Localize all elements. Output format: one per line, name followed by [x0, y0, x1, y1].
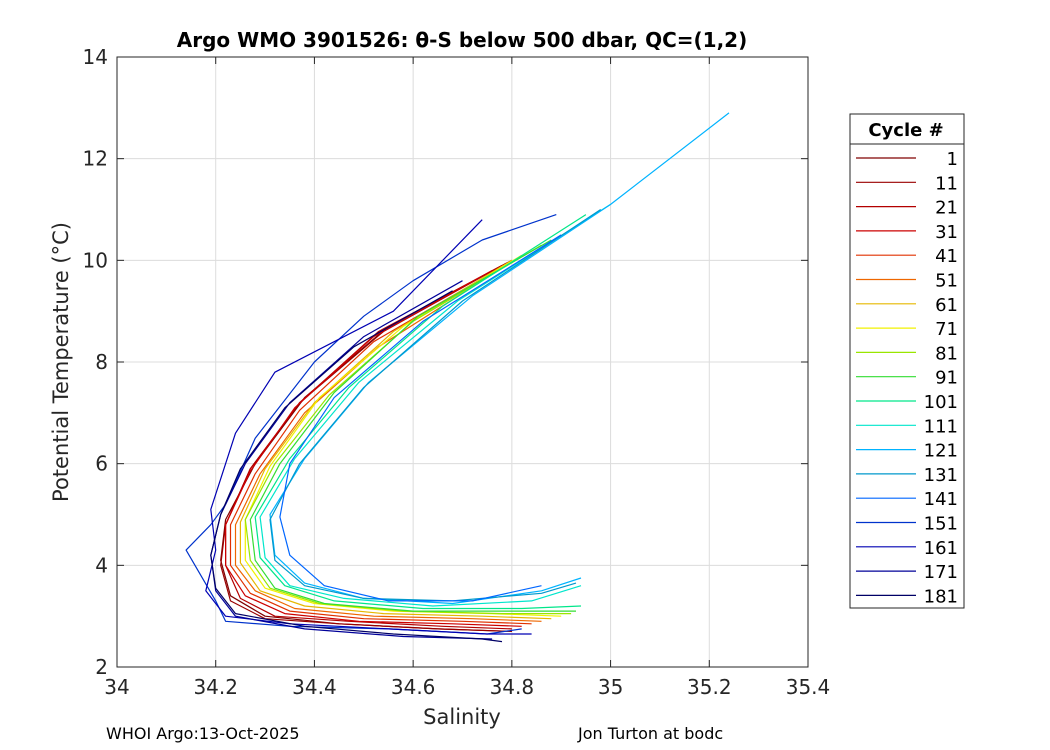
x-tick-label: 34: [104, 675, 129, 699]
y-tick-label: 12: [83, 147, 108, 171]
legend-items: 1112131415161718191101111121131141151161…: [856, 149, 958, 607]
legend-label-91: 91: [935, 368, 958, 389]
x-tick-label: 34.8: [490, 675, 535, 699]
series-line-141: [279, 234, 562, 602]
y-tick-label: 6: [95, 452, 108, 476]
x-axis-label: Salinity: [423, 705, 501, 729]
legend-box: [849, 113, 965, 609]
y-tick-label: 14: [83, 45, 108, 69]
legend-label-121: 121: [924, 441, 958, 462]
x-tick-label: 35.2: [687, 675, 732, 699]
legend-label-151: 151: [924, 514, 958, 535]
x-tick-label: 34.6: [391, 675, 436, 699]
legend-label-31: 31: [935, 222, 958, 243]
plot-lines: [185, 112, 730, 643]
legend-label-81: 81: [935, 343, 958, 364]
x-tick-label: 34.2: [193, 675, 238, 699]
legend-label-1: 1: [947, 149, 958, 170]
series-line-51: [234, 280, 542, 622]
series-line-91: [249, 239, 576, 612]
y-tick-label: 10: [83, 248, 108, 272]
legend-label-111: 111: [924, 416, 958, 437]
legend-label-21: 21: [935, 198, 958, 219]
y-tick-label: 8: [95, 350, 108, 374]
series-line-151: [185, 214, 557, 635]
x-axis-ticks: 34 34.2 34.4 34.6 34.8 35 35.2 35.4: [104, 57, 830, 699]
series-line-181: [210, 290, 503, 643]
legend-label-61: 61: [935, 295, 958, 316]
legend-label-141: 141: [924, 489, 958, 510]
footer-credit: Jon Turton at bodc: [578, 724, 724, 743]
legend-label-161: 161: [924, 538, 958, 559]
legend-title: Cycle #: [868, 120, 943, 141]
y-tick-label: 4: [95, 553, 108, 577]
series-line-41: [229, 275, 532, 625]
series-line-161: [205, 219, 532, 635]
series-line-31: [225, 269, 522, 627]
y-tick-label: 2: [95, 655, 108, 679]
legend-label-41: 41: [935, 246, 958, 267]
legend-label-131: 131: [924, 465, 958, 486]
x-tick-label: 35.4: [786, 675, 831, 699]
chart-title: Argo WMO 3901526: θ-S below 500 dbar, QC…: [177, 28, 747, 52]
legend-label-181: 181: [924, 586, 958, 607]
legend-label-71: 71: [935, 319, 958, 340]
series-line-81: [244, 244, 572, 615]
footer-source: WHOI Argo:13-Oct-2025: [106, 724, 300, 743]
legend: Cycle # 11121314151617181911011111211311…: [849, 113, 965, 609]
x-tick-label: 35: [598, 675, 623, 699]
y-axis-ticks: 2 4 6 8 10 12 14: [83, 45, 808, 679]
x-tick-label: 34.4: [292, 675, 337, 699]
legend-label-101: 101: [924, 392, 958, 413]
legend-label-11: 11: [935, 173, 958, 194]
legend-label-51: 51: [935, 271, 958, 292]
y-axis-label: Potential Temperature (°C): [49, 222, 73, 502]
legend-label-171: 171: [924, 562, 958, 583]
series-line-101: [254, 214, 587, 610]
series-line-111: [259, 203, 611, 607]
